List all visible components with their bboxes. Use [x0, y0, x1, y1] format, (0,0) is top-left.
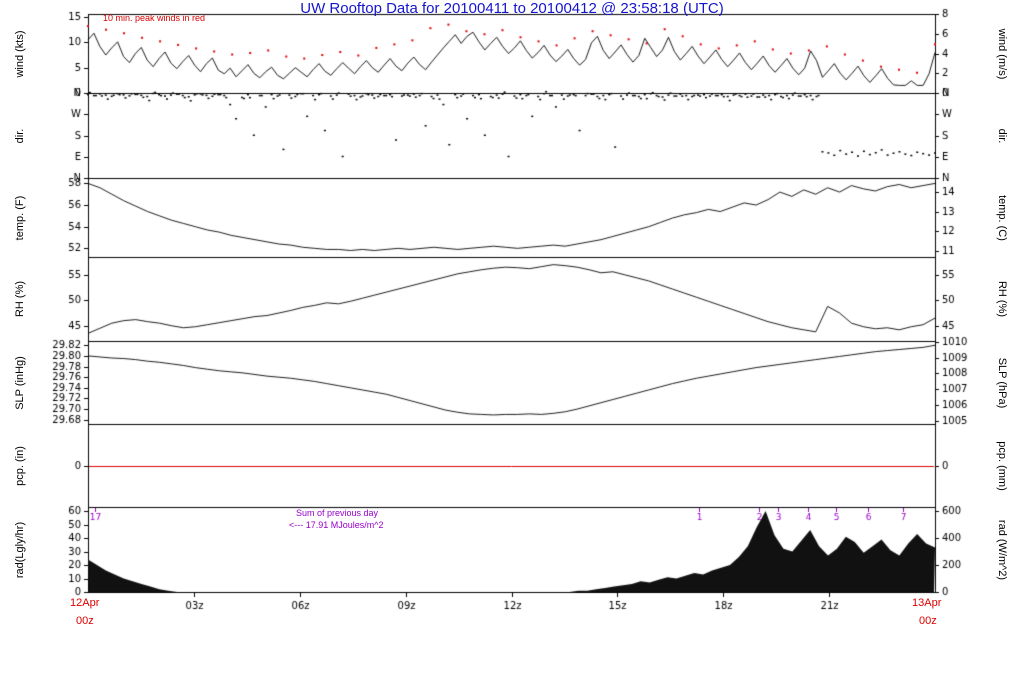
ylabel-slp-hpa: SLP (hPa) [996, 357, 1008, 409]
x-start-date: 12Apr [70, 597, 100, 609]
ylabel-pcp-in: pcp. (in) [14, 446, 26, 486]
rad-sum-note-line2: <--- 17.91 MJoules/m^2 [289, 520, 384, 530]
ylabel-wind-kts: wind (kts) [14, 30, 26, 78]
ylabel-rh-left: RH (%) [14, 280, 26, 318]
ylabel-rad-wm2: rad (W/m^2) [996, 519, 1008, 581]
rad-sum-note-line1: Sum of previous day [296, 508, 379, 518]
ylabel-dir-right: dir. [996, 128, 1008, 144]
x-end-time: 00z [919, 615, 937, 627]
ylabel-pcp-mm: pcp. (mm) [996, 441, 1008, 491]
ylabel-rad-lgly: rad(Lgly/hr) [14, 521, 26, 579]
x-end-date: 13Apr [912, 597, 942, 609]
ylabel-dir-left: dir. [14, 128, 26, 144]
peak-wind-note: 10 min. peak winds in red [103, 13, 206, 23]
ylabel-temp-c: temp. (C) [996, 195, 1008, 241]
x-start-time: 00z [76, 615, 94, 627]
ylabel-wind-ms: wind (m/s) [996, 28, 1008, 80]
ylabel-rh-right: RH (%) [996, 280, 1008, 318]
page-title: UW Rooftop Data for 20100411 to 20100412… [300, 0, 724, 17]
ylabel-temp-f: temp. (F) [14, 195, 26, 241]
ylabel-slp-inhg: SLP (inHg) [14, 356, 26, 410]
